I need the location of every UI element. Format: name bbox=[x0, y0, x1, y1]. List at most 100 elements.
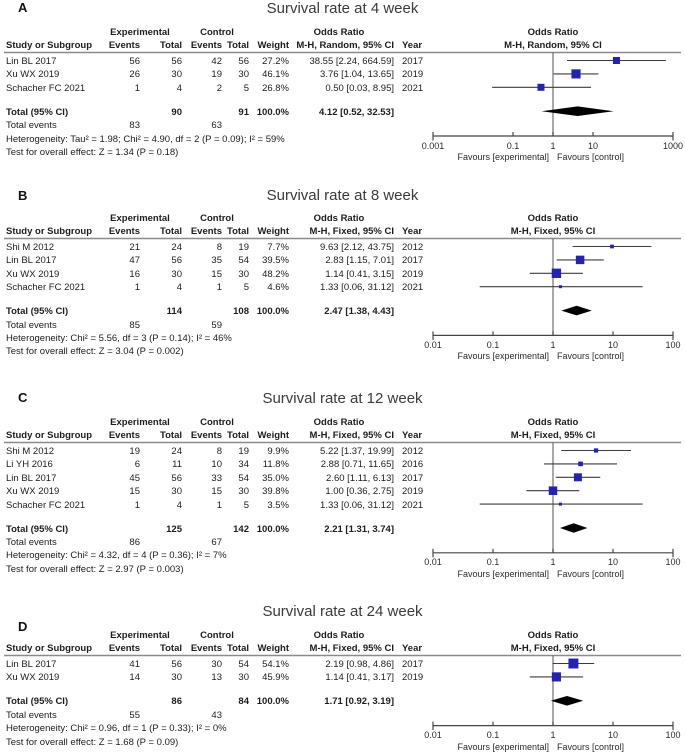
summary-diamond bbox=[560, 523, 588, 533]
weight-value: 11.8% bbox=[262, 459, 289, 471]
panel-D: Survival rate at 24 week D Experimental Con… bbox=[0, 603, 685, 755]
weight-value: 35.0% bbox=[262, 472, 289, 484]
total-weight: 100.0% bbox=[256, 523, 289, 535]
exp-total-value: 4 bbox=[176, 499, 182, 511]
exp-events-value: 15 bbox=[129, 486, 140, 498]
axis-tick-label: 1 bbox=[550, 730, 556, 741]
overall-effect-text: Test for overall effect: Z = 1.68 (P = 0… bbox=[6, 736, 179, 748]
column-header-exp-total: Total bbox=[160, 643, 182, 654]
year-value: 2021 bbox=[402, 499, 424, 511]
column-group-control: Control bbox=[200, 27, 234, 38]
ctl-total-value: 19 bbox=[238, 242, 249, 253]
ctl-total-value: 19 bbox=[238, 446, 249, 457]
plot-header-method: M-H, Random, 95% CI bbox=[504, 40, 602, 51]
axis-tick-label: 0.1 bbox=[506, 140, 520, 151]
column-header-study: Study or Subgroup bbox=[6, 40, 93, 51]
odds-ratio-ci-value: 2.83 [1.15, 7.01] bbox=[325, 255, 394, 267]
plot-header-odds-ratio: Odds Ratio bbox=[527, 27, 579, 38]
favours-experimental-label: Favours [experimental] bbox=[457, 351, 549, 362]
exp-events-value: 16 bbox=[129, 268, 140, 280]
year-value: 2021 bbox=[402, 282, 424, 294]
total-exp-total: 90 bbox=[171, 106, 182, 118]
study-marker bbox=[573, 473, 582, 482]
exp-events-value: 41 bbox=[129, 659, 140, 670]
column-group-control: Control bbox=[200, 417, 234, 428]
exp-events-value: 47 bbox=[129, 255, 140, 267]
ctl-total-value: 30 bbox=[238, 268, 249, 280]
study-marker bbox=[558, 502, 562, 506]
exp-total-value: 56 bbox=[171, 56, 182, 67]
axis-tick-label: 10 bbox=[607, 730, 618, 741]
exp-events-value: 14 bbox=[129, 672, 140, 684]
favours-control-label: Favours [control] bbox=[557, 568, 625, 579]
odds-ratio-ci-value: 2.19 [0.98, 4.86] bbox=[325, 659, 394, 670]
year-value: 2017 bbox=[402, 255, 424, 267]
column-header-exp-events: Events bbox=[108, 643, 140, 654]
weight-value: 7.7% bbox=[267, 242, 289, 253]
study-name: Xu WX 2019 bbox=[6, 69, 60, 81]
panel-label: D bbox=[18, 619, 28, 634]
study-name: Schacher FC 2021 bbox=[6, 499, 86, 511]
axis-tick-label: 0.01 bbox=[424, 730, 442, 741]
axis-tick-label: 0.01 bbox=[424, 339, 442, 350]
weight-value: 27.2% bbox=[262, 56, 289, 67]
exp-total-value: 30 bbox=[171, 672, 182, 684]
column-header-exp-total: Total bbox=[160, 226, 182, 237]
column-group-odds-ratio: Odds Ratio bbox=[313, 417, 365, 428]
ctl-events-value: 19 bbox=[211, 69, 222, 81]
study-marker bbox=[558, 285, 562, 289]
panel-title: Survival rate at 24 week bbox=[262, 603, 423, 620]
ctl-events-value: 1 bbox=[216, 282, 222, 294]
odds-ratio-ci-value: 3.76 [1.04, 13.65] bbox=[320, 69, 394, 81]
total-exp-total: 114 bbox=[166, 306, 182, 318]
ctl-total-value: 54 bbox=[238, 255, 249, 267]
odds-ratio-ci-value: 9.63 [2.12, 43.75] bbox=[320, 242, 394, 253]
panel-C: Survival rate at 12 week C Experimental Con… bbox=[0, 390, 685, 603]
axis-tick-label: 10 bbox=[607, 339, 618, 350]
exp-events-value: 45 bbox=[129, 472, 140, 484]
favours-experimental-label: Favours [experimental] bbox=[457, 568, 549, 579]
column-header-ctl-events: Events bbox=[190, 643, 222, 654]
exp-events-value: 21 bbox=[129, 242, 140, 253]
overall-effect-text: Test for overall effect: Z = 3.04 (P = 0… bbox=[6, 346, 184, 358]
year-value: 2019 bbox=[402, 268, 424, 280]
exp-events-value: 1 bbox=[134, 499, 140, 511]
total-events-label: Total events bbox=[6, 319, 57, 331]
exp-events-value: 26 bbox=[129, 69, 140, 81]
exp-total-value: 30 bbox=[171, 69, 182, 81]
ctl-events-value: 30 bbox=[211, 659, 222, 670]
column-header-method: M-H, Random, 95% CI bbox=[296, 40, 394, 51]
heterogeneity-text: Heterogeneity: Chi² = 0.96, df = 1 (P = … bbox=[6, 723, 227, 735]
study-name: Xu WX 2019 bbox=[6, 486, 60, 498]
column-header-method: M-H, Fixed, 95% CI bbox=[309, 226, 394, 237]
weight-value: 9.9% bbox=[267, 446, 289, 457]
column-header-exp-events: Events bbox=[108, 430, 140, 441]
total-row-label: Total (95% CI) bbox=[6, 106, 69, 118]
weight-value: 39.8% bbox=[262, 486, 289, 498]
ctl-total-value: 30 bbox=[238, 486, 249, 498]
ctl-events-value: 15 bbox=[211, 268, 222, 280]
ctl-total-value: 5 bbox=[243, 82, 249, 94]
total-events-exp: 55 bbox=[129, 709, 140, 721]
study-name: Lin BL 2017 bbox=[6, 56, 57, 67]
total-ctl-total: 91 bbox=[238, 106, 249, 118]
total-events-label: Total events bbox=[6, 120, 57, 132]
study-marker bbox=[537, 83, 545, 91]
study-marker bbox=[551, 672, 561, 682]
total-weight: 100.0% bbox=[256, 306, 289, 318]
column-header-year: Year bbox=[402, 40, 423, 51]
summary-diamond bbox=[550, 696, 584, 706]
panel-title: Survival rate at 12 week bbox=[262, 390, 423, 407]
column-group-experimental: Experimental bbox=[110, 417, 170, 428]
odds-ratio-ci-value: 1.33 [0.06, 31.12] bbox=[320, 499, 394, 511]
exp-total-value: 4 bbox=[176, 282, 182, 294]
plot-header-odds-ratio: Odds Ratio bbox=[527, 417, 579, 428]
study-name: Schacher FC 2021 bbox=[6, 282, 86, 294]
study-name: Shi M 2012 bbox=[6, 446, 55, 457]
exp-total-value: 11 bbox=[172, 459, 182, 471]
ctl-total-value: 30 bbox=[238, 69, 249, 81]
panel-title: Survival rate at 8 week bbox=[266, 187, 419, 204]
ctl-total-value: 5 bbox=[243, 282, 249, 294]
total-events-exp: 85 bbox=[129, 319, 140, 331]
weight-value: 45.9% bbox=[262, 672, 289, 684]
